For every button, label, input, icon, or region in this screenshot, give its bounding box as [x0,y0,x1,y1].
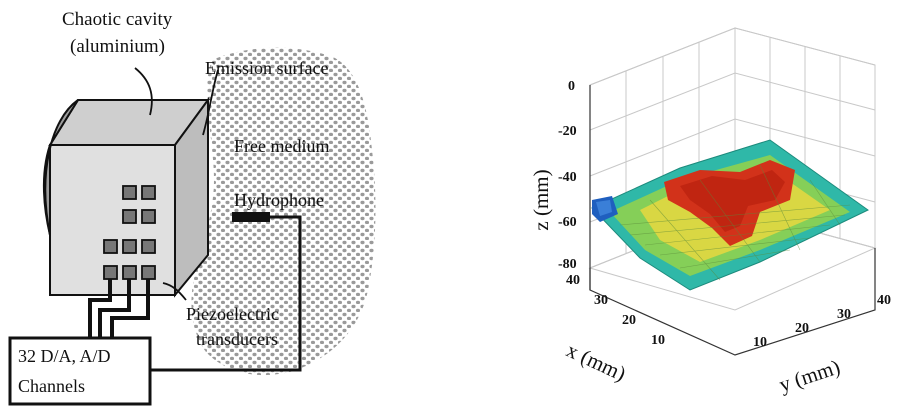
z-tick-0: 0 [568,79,575,94]
cavity-leader [134,67,153,116]
label-free-medium: Free medium [234,136,329,156]
label-channels-line2: Channels [18,376,85,396]
hydrophone-cable [150,215,302,372]
x-tick-1: 30 [594,293,608,308]
surface-plot: 0 -20 -40 -60 -80 40 30 20 10 10 20 30 4… [529,27,891,397]
piezo-leader [162,282,187,301]
x-tick-2: 20 [622,313,636,328]
y-tick-0: 10 [753,335,767,350]
cavity-schematic: Chaotic cavity (aluminium) Emission surf… [8,9,376,406]
x-tick-0: 40 [566,273,580,288]
free-medium-region [191,47,376,376]
transducer-cables [88,279,150,338]
label-cavity-line1: Chaotic cavity [62,9,173,30]
label-piezo-line1: Piezoelectric [186,304,279,324]
x-axis-label: x (mm) [563,338,630,386]
y-tick-3: 40 [877,293,891,308]
plot-axes [589,85,876,356]
channels-box [8,336,152,406]
label-channels-line1: 32 D/A, A/D [18,346,111,366]
y-axis-label: y (mm) [776,355,843,397]
hydrophone [232,212,270,222]
label-piezo-line2: transducers [196,329,278,349]
x-tick-3: 10 [651,333,665,348]
z-tick-4: -80 [558,257,577,272]
y-tick-2: 30 [837,307,851,322]
z-axis-label: z (mm) [529,169,553,230]
z-tick-1: -20 [558,124,577,139]
label-emission-surface: Emission surface [205,58,328,78]
emission-leader [202,69,219,136]
label-hydrophone: Hydrophone [234,190,324,210]
y-tick-1: 20 [795,321,809,336]
z-tick-3: -60 [558,215,577,230]
label-cavity-line2: (aluminium) [70,36,165,57]
z-tick-2: -40 [558,170,577,185]
surface-mesh [591,139,869,291]
